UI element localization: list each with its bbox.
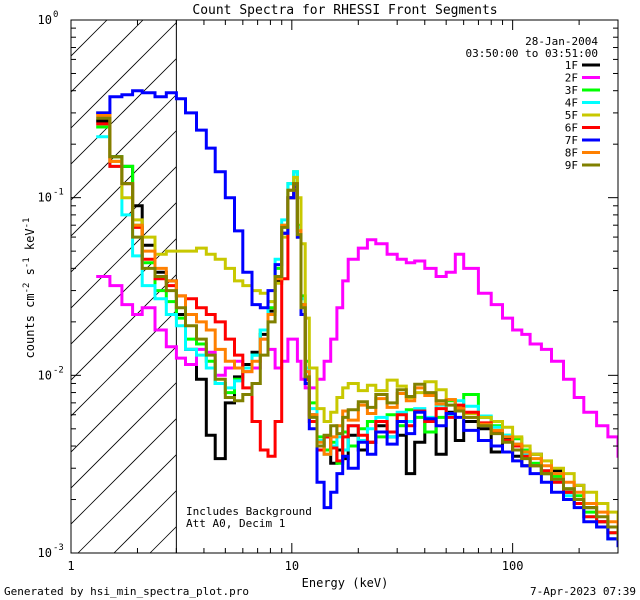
hatch-line (71, 20, 180, 129)
series-line-2F (96, 238, 618, 458)
series-line-9F (96, 116, 618, 541)
x-tick-label: 100 (502, 559, 524, 573)
hatch-line (71, 20, 108, 57)
series-lines (96, 89, 618, 548)
footer-generated-by: Generated by hsi_min_spectra_plot.pro (4, 585, 249, 598)
plot-frame (70, 19, 619, 554)
time-range-label: 03:50:00 to 03:51:00 (466, 47, 598, 60)
annotation-attenuator: Att A0, Decim 1 (186, 517, 285, 530)
x-tick-label: 1 (67, 559, 74, 573)
legend-label-4F: 4F (565, 97, 578, 110)
legend-label-2F: 2F (565, 72, 578, 85)
legend-label-5F: 5F (565, 109, 578, 122)
x-axis-label: Energy (keV) (302, 576, 389, 590)
legend-label-6F: 6F (565, 122, 578, 135)
y-tick-label: 10 (38, 546, 52, 560)
hatch-line (71, 20, 216, 165)
y-tick-exponent: -1 (53, 188, 64, 198)
hatch-line (71, 20, 252, 201)
y-tick-exponent: -2 (53, 365, 64, 375)
y-axis-label: counts cm-2 s-1 keV-1 (22, 218, 37, 359)
legend-label-8F: 8F (565, 147, 578, 160)
chart-title: Count Spectra for RHESSI Front Segments (192, 3, 497, 18)
y-tick-label: 10 (38, 191, 52, 205)
y-tick-exponent: -3 (53, 543, 64, 553)
date-label: 28-Jan-2004 (525, 35, 598, 48)
y-tick-label: 10 (38, 368, 52, 382)
legend-label-3F: 3F (565, 84, 578, 97)
annotation-background: Includes Background (186, 505, 312, 518)
y-tick-exponent: 0 (53, 10, 58, 20)
footer-date: 7-Apr-2023 07:39 (530, 585, 636, 598)
hatch-line (71, 20, 72, 21)
series-line-7F (96, 89, 618, 548)
y-tick-label: 10 (38, 13, 52, 27)
legend-label-1F: 1F (565, 59, 578, 72)
x-tick-label: 10 (285, 559, 299, 573)
legend-label-9F: 9F (565, 159, 578, 172)
legend-label-7F: 7F (565, 134, 578, 147)
